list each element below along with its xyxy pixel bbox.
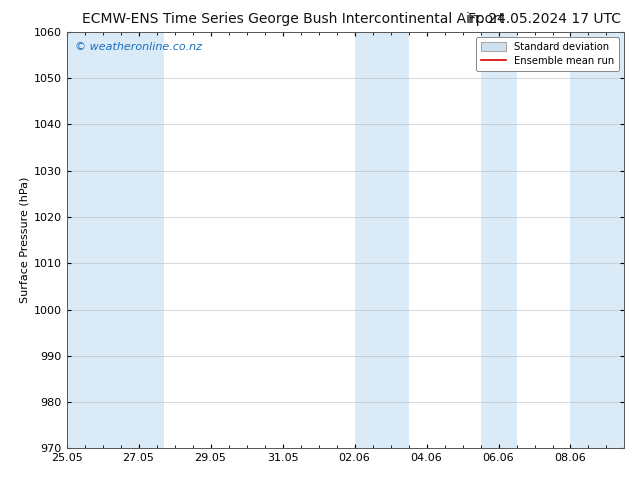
Bar — [481, 32, 517, 448]
Text: Fr. 24.05.2024 17 UTC: Fr. 24.05.2024 17 UTC — [469, 12, 621, 26]
Text: © weatheronline.co.nz: © weatheronline.co.nz — [75, 42, 202, 52]
Text: ECMW-ENS Time Series George Bush Intercontinental Airport: ECMW-ENS Time Series George Bush Interco… — [82, 12, 505, 26]
Bar — [67, 32, 139, 448]
Bar — [571, 32, 624, 448]
Legend: Standard deviation, Ensemble mean run: Standard deviation, Ensemble mean run — [476, 37, 619, 71]
Bar — [139, 32, 164, 448]
Y-axis label: Surface Pressure (hPa): Surface Pressure (hPa) — [20, 177, 29, 303]
Bar — [354, 32, 408, 448]
